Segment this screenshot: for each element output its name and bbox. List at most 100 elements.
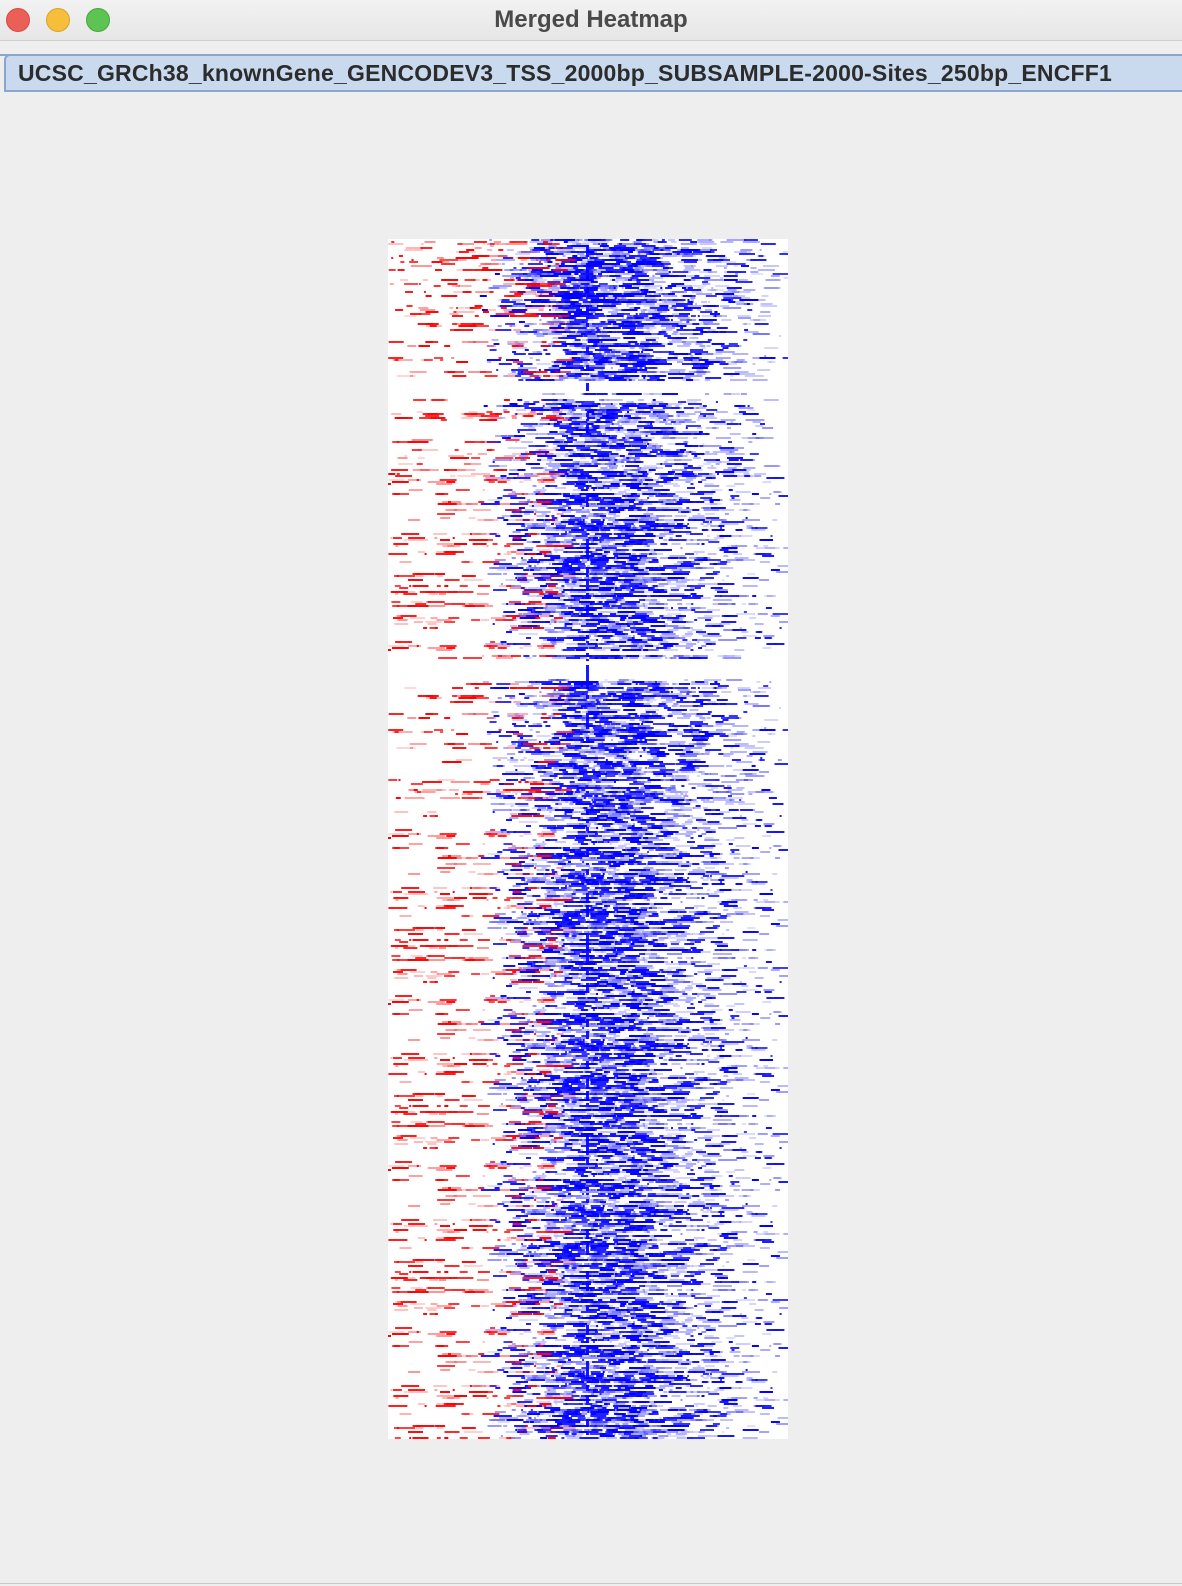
- heatmap-cell: [417, 457, 425, 459]
- heatmap-cell: [660, 325, 671, 327]
- heatmap-cell: [602, 291, 610, 293]
- heatmap-cell: [692, 323, 700, 325]
- heatmap-cell: [646, 327, 657, 329]
- heatmap-cell: [603, 527, 617, 529]
- heatmap-cell: [567, 277, 576, 279]
- heatmap-cell: [783, 547, 788, 549]
- heatmap-cell: [665, 455, 682, 457]
- heatmap-cell: [701, 347, 706, 349]
- heatmap-cell: [691, 367, 708, 369]
- heatmap-cell: [529, 375, 540, 377]
- heatmap-cell: [659, 319, 670, 321]
- heatmap-cell: [598, 329, 606, 331]
- heatmap-cell: [649, 305, 655, 307]
- heatmap-cell: [568, 455, 586, 457]
- heatmap-cell: [486, 243, 507, 245]
- heatmap-cell: [651, 265, 665, 267]
- heatmap-cell: [517, 549, 533, 551]
- heatmap-cell: [645, 431, 661, 433]
- heatmap-cell: [617, 359, 637, 361]
- heatmap-cell: [596, 515, 601, 517]
- heatmap-cell: [524, 451, 528, 453]
- heatmap-cell: [619, 499, 636, 501]
- heatmap-cell: [679, 449, 686, 451]
- minimize-window-button[interactable]: [46, 8, 70, 32]
- heatmap-cell: [511, 369, 529, 371]
- heatmap-cell: [734, 301, 745, 303]
- heatmap-cell: [691, 469, 703, 471]
- heatmap-cell: [659, 305, 669, 307]
- heatmap-cell: [468, 603, 489, 605]
- heatmap[interactable]: [388, 239, 788, 1439]
- heatmap-cell: [646, 511, 649, 513]
- heatmap-cell: [462, 605, 468, 607]
- heatmap-cell: [675, 337, 687, 339]
- heatmap-cell: [628, 299, 648, 301]
- heatmap-cell: [601, 357, 605, 359]
- heatmap-cell: [603, 421, 613, 423]
- heatmap-cell: [544, 555, 561, 557]
- heatmap-cell: [575, 461, 590, 463]
- heatmap-cell: [547, 533, 555, 535]
- tab-heatmap-file[interactable]: UCSC_GRCh38_knownGene_GENCODEV3_TSS_2000…: [4, 54, 1182, 92]
- heatmap-cell: [572, 283, 590, 285]
- heatmap-cell: [570, 283, 579, 285]
- heatmap-cell: [529, 249, 546, 251]
- heatmap-cell: [715, 349, 724, 351]
- heatmap-cell: [548, 321, 566, 323]
- heatmap-cell: [565, 365, 583, 367]
- heatmap-cell: [561, 299, 571, 301]
- heatmap-cell: [747, 309, 753, 311]
- heatmap-cell: [555, 487, 567, 489]
- heatmap-cell: [742, 241, 760, 243]
- heatmap-cell: [531, 467, 544, 469]
- heatmap-cell: [592, 413, 596, 415]
- heatmap-cell: [723, 469, 736, 471]
- heatmap-cell: [389, 283, 394, 285]
- heatmap-cell: [624, 279, 640, 281]
- heatmap-cell: [452, 375, 467, 377]
- heatmap-cell: [558, 337, 577, 339]
- heatmap-cell: [436, 551, 451, 553]
- heatmap-cell: [655, 357, 662, 359]
- heatmap-cell: [455, 285, 460, 287]
- heatmap-cell: [612, 299, 620, 301]
- zoom-window-button[interactable]: [86, 8, 110, 32]
- heatmap-cell: [600, 515, 606, 517]
- heatmap-cell: [663, 531, 681, 533]
- heatmap-cell: [567, 439, 577, 441]
- heatmap-cell: [610, 483, 620, 485]
- heatmap-cell: [618, 299, 633, 301]
- heatmap-cell: [405, 247, 425, 249]
- close-window-button[interactable]: [6, 8, 30, 32]
- heatmap-cell: [554, 621, 557, 623]
- heatmap-cell: [672, 455, 688, 457]
- heatmap-cell: [602, 575, 622, 577]
- heatmap-cell: [723, 555, 729, 557]
- heatmap-cell: [548, 409, 551, 411]
- heatmap-cell: [706, 523, 712, 525]
- heatmap-cell: [493, 241, 501, 243]
- heatmap-cell: [538, 309, 544, 311]
- heatmap-cell: [544, 605, 548, 607]
- heatmap-cell: [617, 555, 630, 557]
- heatmap-cell: [572, 323, 592, 325]
- heatmap-cell: [577, 253, 585, 255]
- heatmap-cell: [472, 543, 487, 545]
- heatmap-cell: [630, 433, 650, 435]
- heatmap-cell: [718, 525, 725, 527]
- heatmap-cell: [589, 327, 602, 329]
- heatmap-cell: [590, 329, 594, 331]
- heatmap-cell: [559, 459, 567, 461]
- heatmap-cell: [579, 255, 591, 257]
- heatmap-cell: [507, 447, 527, 449]
- heatmap-cell: [641, 527, 648, 529]
- heatmap-cell: [637, 301, 650, 303]
- title-bar[interactable]: Merged Heatmap: [0, 0, 1182, 41]
- heatmap-cell: [645, 631, 655, 633]
- heatmap-cell: [615, 623, 629, 625]
- heatmap-cell: [559, 379, 563, 381]
- heatmap-cell: [684, 441, 687, 443]
- heatmap-cell: [741, 459, 756, 461]
- heatmap-cell: [527, 525, 547, 527]
